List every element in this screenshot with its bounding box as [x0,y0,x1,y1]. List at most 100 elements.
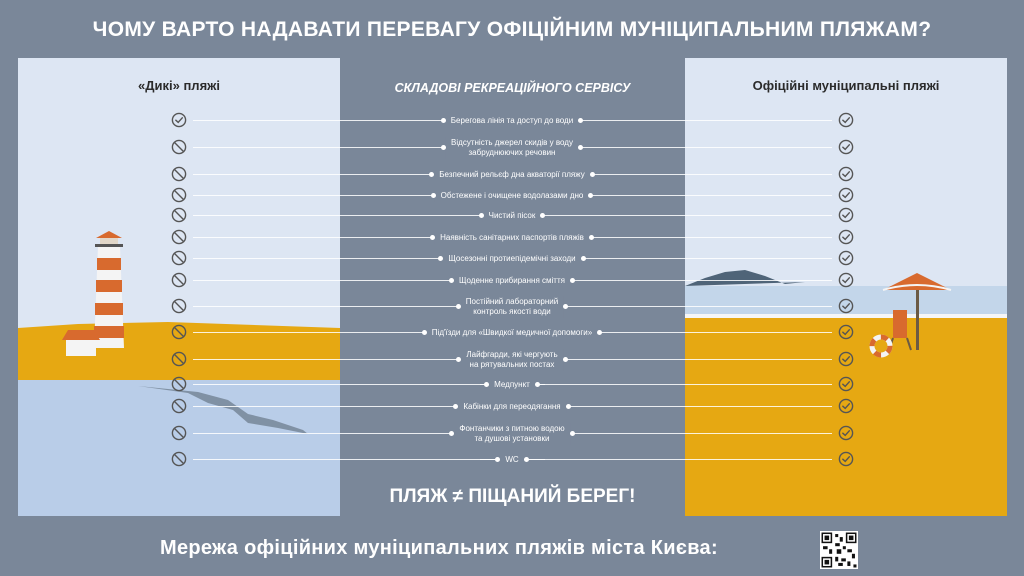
connector-dot [588,235,594,240]
prohibited-icon [171,398,187,414]
prohibited-icon [171,166,187,182]
connector-dot [440,118,446,123]
footer-text: Мережа офіційних муніципальних пляжів мі… [160,537,718,559]
criterion-label: Постійний лабораторний контроль якості во… [459,295,565,318]
check-circle-icon [838,324,854,340]
criterion-connector [480,174,832,175]
check-circle-icon [838,166,854,182]
check-circle-icon [838,187,854,203]
criterion-label-line: WC [505,454,519,464]
criterion-connector [193,215,545,216]
criterion-connector [480,280,832,281]
connector-dot [430,235,436,240]
criteria-heading: СКЛАДОВІ РЕКРЕАЦІЙНОГО СЕРВІСУ [394,81,631,95]
criterion-connector [193,195,545,196]
connector-dot [495,457,501,462]
criterion-label: Безпечний рельєф дна акваторії пляжу [433,168,591,181]
connector-dot [534,382,540,387]
check-circle-icon [838,398,854,414]
criterion-label-line: на рятувальних постах [469,359,555,369]
criterion-label: Щоденне прибирання сміття [453,274,571,287]
criterion-label-line: Безпечний рельєф дна акваторії пляжу [439,169,585,179]
criterion-label-line: Лайфгарди, які чергують [466,349,558,359]
criterion-label-line: Під'їзди для «Швидкої медичної допомоги» [431,327,593,337]
connector-dot [565,404,571,409]
connector-dot [523,457,529,462]
prohibited-icon [171,187,187,203]
criterion-label-line: Кабінки для переодягання [463,401,561,411]
criterion-label: Медпункт [488,378,536,391]
connector-dot [421,330,427,335]
prohibited-icon [171,272,187,288]
criterion-connector [480,359,832,360]
criterion-label: Під'їзди для «Швидкої медичної допомоги» [425,326,599,339]
connector-dot [484,382,490,387]
criterion-connector [480,215,832,216]
connector-dot [569,278,575,283]
connector-dot [540,213,546,218]
criterion-label-line: Щоденне прибирання сміття [459,275,565,285]
criterion-connector [480,306,832,307]
criterion-connector [193,237,545,238]
prohibited-icon [171,250,187,266]
connector-dot [597,330,603,335]
lighthouse [94,231,124,348]
criterion-label: Обстежене і очищене водолазами дно [434,189,590,202]
connector-dot [562,357,568,362]
criterion-connector [193,174,545,175]
criterion-label: Лайфгарди, які чергують на рятувальних по… [460,348,564,371]
criterion-label-line: забруднюючих речовин [468,147,556,157]
prohibited-icon [171,425,187,441]
criterion-connector [480,384,832,385]
prohibited-icon [171,139,187,155]
criterion-label-line: контроль якості води [473,306,551,316]
connector-dot [430,193,436,198]
criterion-label-line: Постійний лабораторний [465,296,559,306]
connector-dot [456,357,462,362]
criterion-connector [193,359,545,360]
prohibited-icon [171,376,187,392]
criterion-connector [193,147,545,148]
criterion-label-line: Чистий пісок [488,210,536,220]
connector-dot [449,278,455,283]
criterion-connector [480,147,832,148]
check-circle-icon [838,229,854,245]
criterion-connector [193,406,545,407]
connector-dot [588,193,594,198]
criterion-connector [193,280,545,281]
criterion-label-line: Відсутність джерел скидів у воду [451,137,573,147]
lifebuoy [869,334,893,358]
criterion-label: Чистий пісок [482,209,542,222]
connector-dot [455,304,461,309]
connector-dot [578,118,584,123]
deck-chair [888,310,912,351]
criterion-label: Відсутність джерел скидів у воду забрудню… [445,136,579,159]
criterion-connector [480,459,832,460]
prohibited-icon [171,229,187,245]
criterion-label: Наявність санітарних паспортів пляжів [434,231,590,244]
check-circle-icon [838,139,854,155]
connector-dot [577,145,583,150]
criterion-label: Щосезонні протиепідемічні заходи [442,252,582,265]
criterion-connector [193,459,545,460]
criterion-connector [193,306,545,307]
criterion-label-line: Щосезонні протиепідемічні заходи [448,253,576,263]
check-circle-icon [171,112,187,128]
criterion-connector [480,406,832,407]
criterion-connector [480,258,832,259]
criterion-connector [193,120,545,121]
criterion-connector [193,258,545,259]
prohibited-icon [171,451,187,467]
qr-code[interactable] [820,531,858,569]
connector-dot [438,256,444,261]
check-circle-icon [838,425,854,441]
connector-dot [441,145,447,150]
connector-dot [569,431,575,436]
check-circle-icon [838,351,854,367]
criterion-connector [480,332,832,333]
connector-dot [580,256,586,261]
criterion-label: Фонтанчики з питною водою та душові устан… [453,422,571,445]
prohibited-icon [171,351,187,367]
page-title: ЧОМУ ВАРТО НАДАВАТИ ПЕРЕВАГУ ОФІЦІЙНИМ М… [92,18,932,41]
beach-umbrella [882,273,952,350]
